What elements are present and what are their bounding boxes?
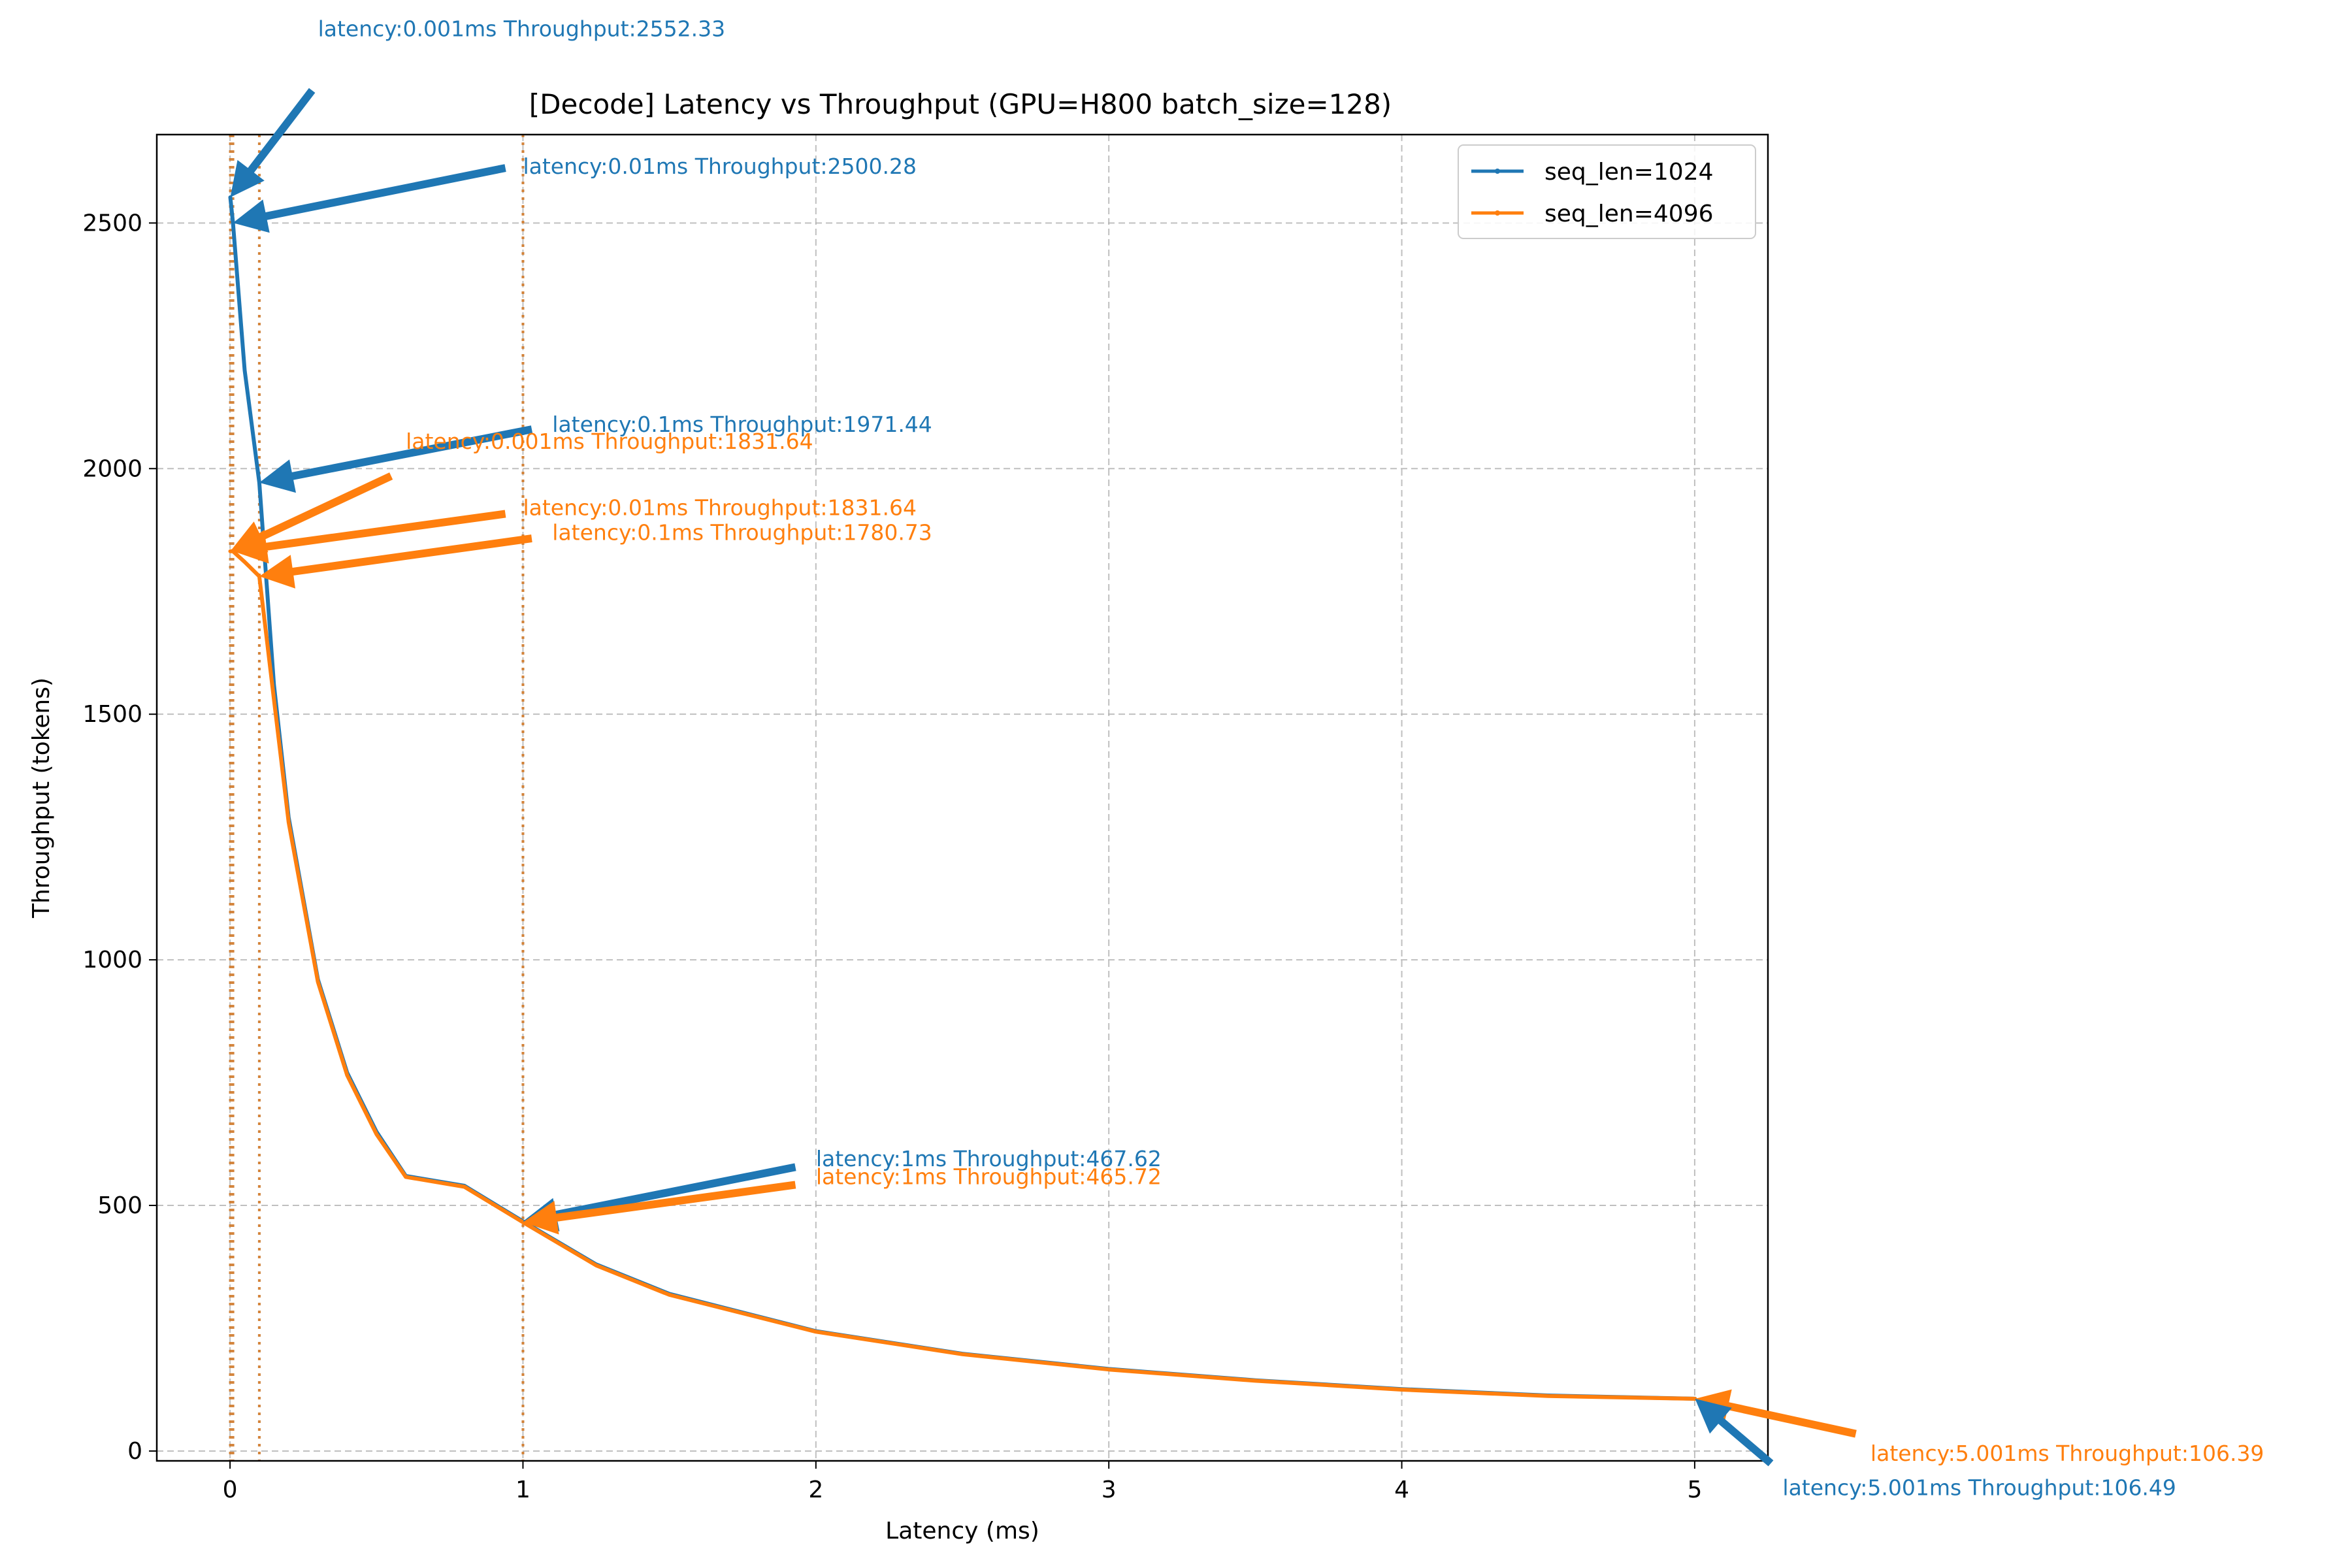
annotation-label: latency:5.001ms Throughput:106.49 bbox=[1782, 1475, 2176, 1501]
x-tick-label: 3 bbox=[1102, 1477, 1117, 1503]
y-tick-label: 1500 bbox=[82, 701, 142, 728]
annotation-arrow bbox=[230, 472, 393, 553]
annotation-label: latency:5.001ms Throughput:106.39 bbox=[1870, 1441, 2264, 1466]
annotation-label: latency:0.1ms Throughput:1971.44 bbox=[552, 412, 932, 437]
annotation-label: latency:0.001ms Throughput:1831.64 bbox=[406, 429, 813, 454]
annotation-arrow bbox=[233, 510, 506, 564]
series-line bbox=[228, 195, 1697, 1401]
legend-marker bbox=[1495, 210, 1500, 216]
x-tick-label: 0 bbox=[223, 1477, 238, 1503]
annotation-label: latency:0.01ms Throughput:1831.64 bbox=[523, 495, 917, 521]
annotation-label: latency:0.001ms Throughput:2552.33 bbox=[318, 16, 726, 42]
y-tick-label: 0 bbox=[127, 1438, 142, 1465]
annotation-arrow bbox=[259, 425, 533, 493]
x-tick-label: 5 bbox=[1687, 1477, 1702, 1503]
series-line bbox=[228, 549, 1697, 1401]
legend-box bbox=[1458, 144, 1756, 239]
x-tick-label: 2 bbox=[808, 1477, 823, 1503]
y-tick-label: 2000 bbox=[82, 455, 142, 482]
chart-title: [Decode] Latency vs Throughput (GPU=H800… bbox=[529, 88, 1392, 120]
y-tick-label: 1000 bbox=[82, 947, 142, 973]
annotation-arrow bbox=[230, 88, 316, 197]
axis-ticks: 0 1 2 3 4 5 0 500 1000 1500 2000 2500 bbox=[82, 210, 1702, 1503]
annotation-label: latency:0.01ms Throughput:2500.28 bbox=[523, 154, 917, 179]
plot-frame bbox=[155, 133, 1769, 1462]
x-axis-label: Latency (ms) bbox=[885, 1518, 1039, 1544]
annotation-label: latency:0.1ms Throughput:1780.73 bbox=[552, 519, 932, 545]
legend: seq_len=1024 seq_len=4096 bbox=[1458, 144, 1756, 239]
annotation-arrow bbox=[523, 1163, 796, 1232]
annotation-arrow bbox=[523, 1181, 796, 1235]
legend-label: seq_len=1024 bbox=[1544, 159, 1714, 186]
annotations: latency:0.001ms Throughput:2552.33 latenc… bbox=[230, 16, 2264, 1501]
x-tick-label: 1 bbox=[515, 1477, 531, 1503]
reference-lines bbox=[229, 135, 525, 1461]
annotation-label: latency:1ms Throughput:467.62 bbox=[816, 1146, 1162, 1171]
annotation-label: latency:1ms Throughput:465.72 bbox=[816, 1164, 1162, 1190]
x-tick-label: 4 bbox=[1394, 1477, 1409, 1503]
y-tick-label: 2500 bbox=[82, 210, 142, 237]
y-tick-label: 500 bbox=[97, 1192, 142, 1219]
legend-marker bbox=[1495, 169, 1500, 174]
y-axis-label: Throughput (tokens) bbox=[28, 678, 55, 919]
annotation-arrow bbox=[233, 164, 506, 233]
grid bbox=[157, 135, 1768, 1461]
series-lines bbox=[228, 195, 1697, 1401]
annotation-arrow bbox=[259, 534, 532, 589]
annotation-arrow bbox=[1695, 1389, 1857, 1438]
legend-label: seq_len=4096 bbox=[1544, 201, 1714, 227]
annotation-arrow bbox=[1695, 1398, 1774, 1467]
